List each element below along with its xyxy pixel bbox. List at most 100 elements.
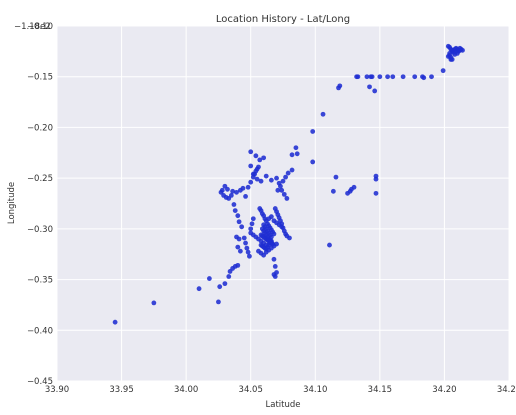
data-point xyxy=(246,250,251,255)
data-point xyxy=(279,188,284,193)
data-point xyxy=(226,274,231,279)
data-point xyxy=(273,264,278,269)
data-point xyxy=(113,320,118,325)
data-point xyxy=(277,181,282,186)
data-point xyxy=(241,186,246,191)
data-point xyxy=(372,89,377,94)
data-point xyxy=(248,180,253,185)
data-point xyxy=(310,129,315,134)
data-point xyxy=(251,172,256,177)
data-point xyxy=(279,221,284,226)
data-point xyxy=(282,192,287,197)
data-point xyxy=(458,48,463,53)
data-point xyxy=(207,276,212,281)
y-tick-label: −0.40 xyxy=(27,326,53,336)
data-point xyxy=(225,187,230,192)
data-point xyxy=(429,74,434,79)
data-point xyxy=(233,208,238,213)
y-tick-label: −0.25 xyxy=(27,174,53,184)
data-point xyxy=(352,185,357,190)
data-point xyxy=(273,274,278,279)
data-point xyxy=(256,165,261,170)
data-point xyxy=(377,74,382,79)
data-point xyxy=(237,237,242,242)
data-point xyxy=(220,188,225,193)
data-point xyxy=(232,202,237,207)
data-point xyxy=(239,224,244,229)
y-tick-label: −0.45 xyxy=(27,377,53,387)
data-point xyxy=(264,243,269,248)
data-point xyxy=(290,168,295,173)
data-point xyxy=(151,301,156,306)
data-point xyxy=(243,241,248,246)
data-point xyxy=(441,68,446,73)
data-point xyxy=(331,189,336,194)
data-point xyxy=(269,214,274,219)
data-point xyxy=(327,243,332,248)
data-point xyxy=(253,153,258,158)
data-point xyxy=(294,145,299,150)
data-point xyxy=(274,176,279,181)
data-point xyxy=(450,57,455,62)
x-tick-label: 34.10 xyxy=(303,385,327,395)
data-point xyxy=(269,235,274,240)
data-point xyxy=(237,219,242,224)
data-point xyxy=(229,193,234,198)
data-point xyxy=(242,236,247,241)
y-tick-label: −0.35 xyxy=(27,276,53,286)
x-tick-label: 34.25 xyxy=(497,385,516,395)
data-point xyxy=(250,221,255,226)
data-point xyxy=(259,179,264,184)
data-point xyxy=(235,263,240,268)
x-tick-label: 34.05 xyxy=(239,385,263,395)
data-point xyxy=(235,245,240,250)
data-point xyxy=(272,257,277,262)
data-point xyxy=(235,213,240,218)
y-tick-label: −0.15 xyxy=(27,73,53,83)
data-point xyxy=(295,151,300,156)
y-axis-label: Longitude xyxy=(7,182,17,224)
data-point xyxy=(264,174,269,179)
data-point xyxy=(197,286,202,291)
data-point xyxy=(287,236,292,241)
data-point xyxy=(334,175,339,180)
data-point xyxy=(368,74,373,79)
data-point xyxy=(251,216,256,221)
data-point xyxy=(246,185,251,190)
x-tick-label: 34.00 xyxy=(174,385,198,395)
data-point xyxy=(244,246,249,251)
data-point xyxy=(337,83,342,88)
data-point xyxy=(390,74,395,79)
data-point xyxy=(274,242,279,247)
y-tick-label: −0.30 xyxy=(27,225,53,235)
data-point xyxy=(217,284,222,289)
data-point xyxy=(284,196,289,201)
chart-title: Location History - Lat/Long xyxy=(216,14,350,25)
data-point xyxy=(261,155,266,160)
data-point xyxy=(247,254,252,259)
data-point xyxy=(374,177,379,182)
data-point xyxy=(385,74,390,79)
data-point xyxy=(269,178,274,183)
x-axis-label: Latitude xyxy=(266,400,301,410)
data-point xyxy=(222,281,227,286)
data-point xyxy=(248,164,253,169)
data-point xyxy=(290,152,295,157)
y-tick-label: −0.10 xyxy=(27,22,53,32)
data-point xyxy=(286,171,291,176)
data-point xyxy=(248,149,253,154)
data-point xyxy=(310,160,315,165)
data-point xyxy=(412,74,417,79)
data-point xyxy=(238,249,243,254)
x-tick-label: 34.20 xyxy=(432,385,456,395)
x-tick-label: 33.95 xyxy=(109,385,133,395)
data-point xyxy=(367,84,372,89)
y-tick-label: −0.20 xyxy=(27,123,53,133)
data-point xyxy=(283,175,288,180)
data-point xyxy=(401,74,406,79)
plot-area xyxy=(57,26,509,381)
x-tick-label: 34.15 xyxy=(368,385,392,395)
data-point xyxy=(216,299,221,304)
